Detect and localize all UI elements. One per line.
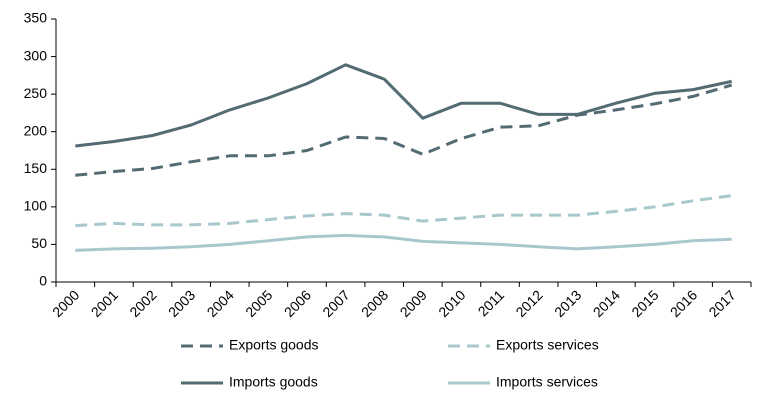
x-tick-label: 2016 [667, 287, 700, 320]
x-tick-label: 2009 [397, 287, 430, 320]
y-tick-label: 200 [24, 122, 48, 138]
series-layer [75, 63, 733, 252]
series-line-imports-goods [75, 63, 733, 148]
legend-label-imports-goods: Imports goods [229, 374, 318, 390]
x-tick-label: 2000 [49, 287, 82, 320]
x-tick-label: 2002 [126, 287, 159, 320]
legend-label-imports-services: Imports services [496, 374, 598, 390]
x-tick-label: 2006 [281, 287, 314, 320]
x-tick-label: 2005 [242, 287, 275, 320]
y-tick-label: 350 [24, 10, 48, 26]
legend: Exports goods Exports services Imports goo… [181, 337, 599, 390]
x-tick-label: 2008 [358, 287, 391, 320]
x-tick-label: 2001 [88, 287, 121, 320]
x-tick-label: 2014 [590, 287, 623, 320]
x-tick-label: 2013 [551, 287, 584, 320]
x-tick-label: 2012 [512, 287, 545, 320]
legend-label-exports-goods: Exports goods [229, 337, 319, 353]
series-line-exports-goods [75, 83, 733, 177]
y-tick-label: 250 [24, 85, 48, 101]
y-tick-label: 50 [31, 235, 47, 251]
x-axis: 2000 2001 2002 2003 2004 2005 2006 2007 2008 2009… [49, 281, 752, 320]
x-tick-label: 2011 [475, 287, 508, 320]
x-tick-label: 2004 [204, 287, 237, 320]
x-tick-label: 2015 [628, 287, 661, 320]
y-tick-label: 0 [39, 273, 47, 289]
series-line-imports-services [75, 233, 732, 252]
x-tick-label: 2007 [319, 287, 352, 320]
x-tick-label: 2017 [705, 287, 738, 320]
y-tick-label: 300 [24, 47, 48, 63]
y-tick-label: 150 [24, 160, 48, 176]
legend-label-exports-services: Exports services [496, 337, 599, 353]
series-line-exports-services [75, 194, 732, 228]
x-tick-label: 2010 [435, 287, 468, 320]
x-tick-label: 2003 [165, 287, 198, 320]
y-tick-label: 100 [24, 198, 48, 214]
y-axis: 0 50 100 150 200 250 300 350 [24, 10, 57, 289]
